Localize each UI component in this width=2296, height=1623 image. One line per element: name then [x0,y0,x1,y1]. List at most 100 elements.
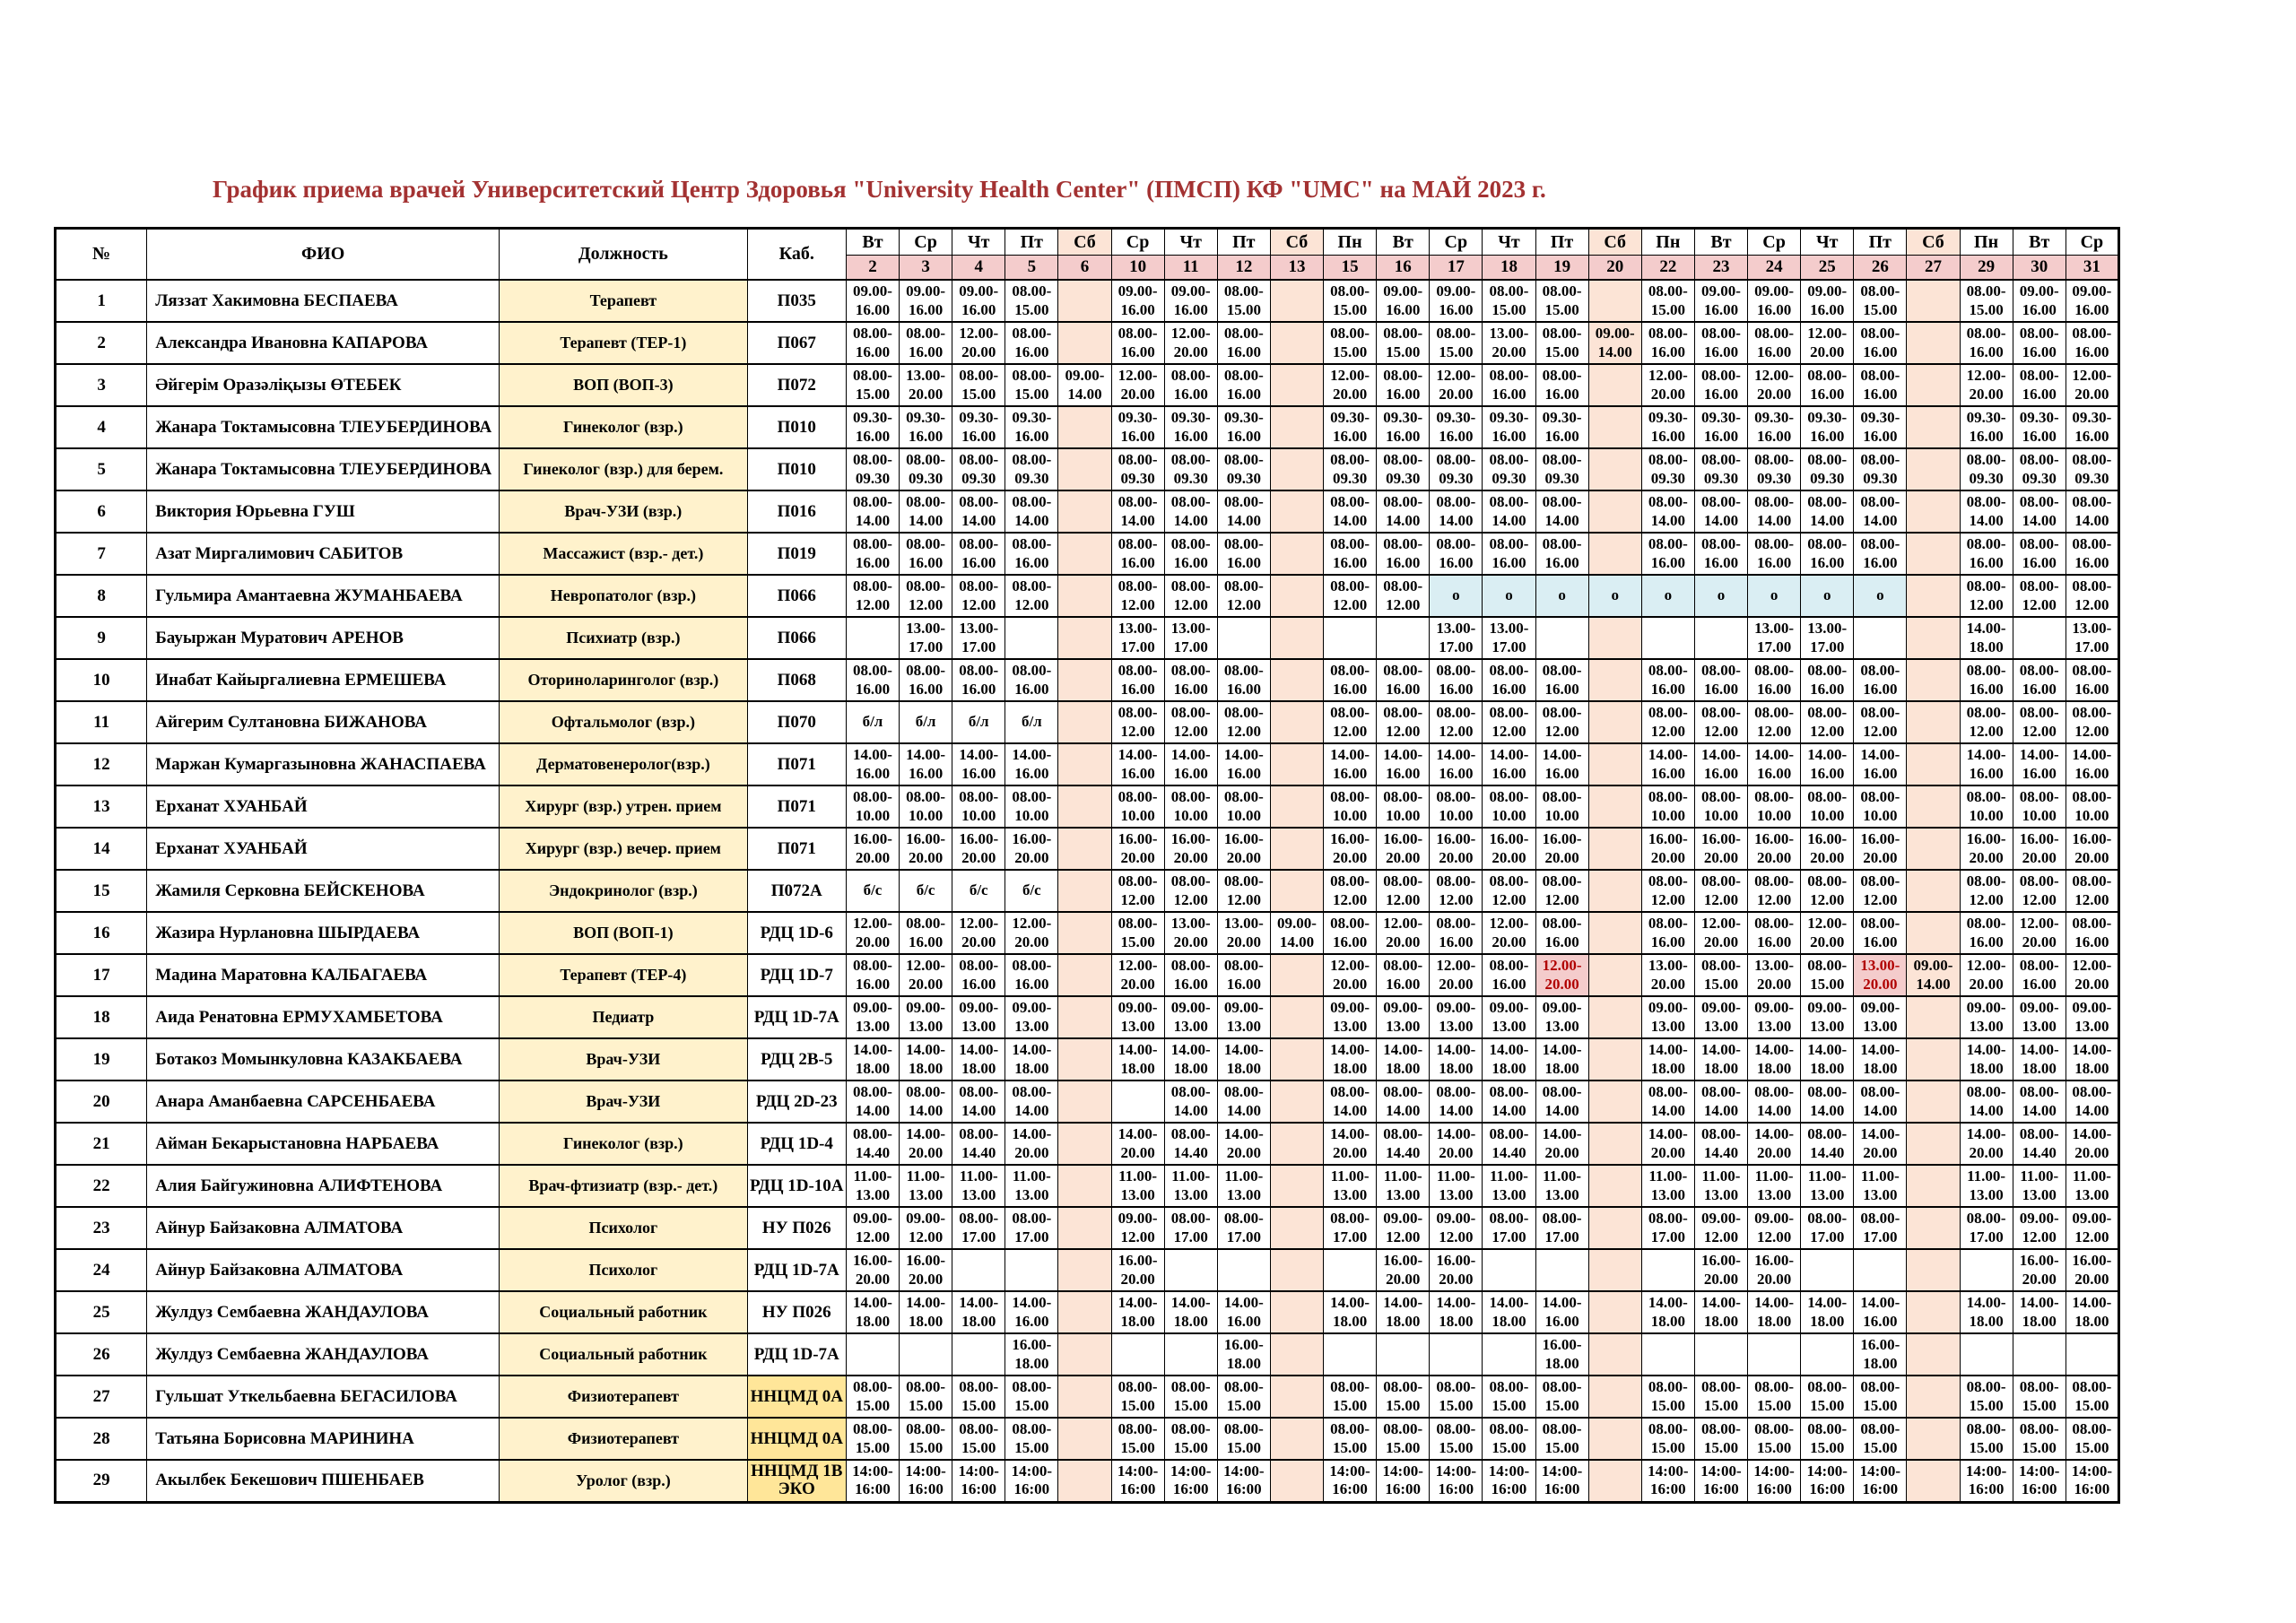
schedule-cell: 08.00- 16.00 [845,658,900,702]
schedule-cell: 08.00- 14.00 [1376,490,1431,534]
schedule-cell: б/с [845,869,900,913]
schedule-cell: 16.00- 20.00 [1376,1248,1431,1292]
schedule-cell [1800,1248,1855,1292]
schedule-cell [1906,1080,1961,1124]
schedule-cell: 12.00- 20.00 [1110,363,1165,407]
schedule-cell [1057,742,1112,786]
col-header-cab: Каб. [746,227,847,281]
schedule-cell [1429,1332,1483,1376]
table-row: 15 Жамиля Серковна БЕЙСКЕНОВА Эндокринолог… [54,869,2120,913]
schedule-cell: 13.00- 17.00 [1110,616,1165,660]
table-row: 2 Александра Ивановна КАПАРОВА Терапевт (Т… [54,321,2120,365]
schedule-cell: 14.00- 18.00 [1693,1037,1749,1081]
schedule-cell [1057,658,1112,702]
row-number: 18 [54,995,148,1039]
row-number: 26 [54,1332,148,1376]
schedule-cell: 08.00- 09.30 [1482,447,1536,491]
day-name-header: Сб [1906,227,1961,256]
schedule-cell: 08.00- 12.00 [1482,700,1536,744]
schedule-cell: 08.00- 15.00 [1163,1375,1218,1419]
schedule-cell: 08.00- 12.00 [1747,869,1802,913]
schedule-cell: 14.00- 16.00 [1323,742,1378,786]
schedule-cell: 14.00- 18.00 [1163,1037,1218,1081]
schedule-cell [1163,1332,1218,1376]
day-name-header: Пт [1853,227,1908,256]
schedule-cell: о [1535,574,1589,618]
schedule-cell: 12.00- 20.00 [1482,911,1536,955]
schedule-cell [1906,616,1961,660]
schedule-cell: 08.00- 15.00 [1429,321,1483,365]
schedule-cell: 08.00- 14.00 [1110,490,1165,534]
schedule-cell: 16.00- 20.00 [1376,827,1431,871]
schedule-cell: 14.00- 18.00 [1323,1037,1378,1081]
schedule-cell [1906,1375,1961,1419]
schedule-cell: 14.00- 16.00 [1376,742,1431,786]
schedule-cell: 08.00- 16.00 [1163,658,1218,702]
schedule-cell: 08.00- 16.00 [1376,658,1431,702]
schedule-cell: 16.00- 18.00 [1853,1332,1908,1376]
schedule-cell: 08.00- 15.00 [1640,1417,1695,1461]
doctor-position: Физиотерапевт [499,1375,748,1419]
doctor-name: Инабат Кайыргалиевна ЕРМЕШЕВА [146,658,500,702]
day-date-header: 27 [1906,255,1961,281]
schedule-cell [1269,953,1325,997]
schedule-cell: 08.00- 12.00 [1959,700,2013,744]
row-number: 27 [54,1375,148,1419]
schedule-cell [1323,1248,1378,1292]
schedule-cell [1587,1248,1642,1292]
schedule-cell: 13.00- 17.00 [1482,616,1536,660]
schedule-cell: 08.00- 15.00 [1959,1417,2013,1461]
schedule-cell: 08.00- 15.00 [1535,1375,1589,1419]
schedule-cell: 08.00- 12.00 [1163,574,1218,618]
schedule-cell: 16.00- 20.00 [2012,1248,2066,1292]
schedule-cell [1587,363,1642,407]
schedule-cell: 12.00- 20.00 [899,953,953,997]
schedule-cell: 08.00- 10.00 [2065,785,2120,829]
row-number: 17 [54,953,148,997]
day-name-header: Ср [1429,227,1483,256]
schedule-cell: 14:00- 16:00 [1640,1459,1695,1503]
schedule-cell: 16.00- 20.00 [1959,827,2013,871]
doctor-name: Айман Бекарыстановна НАРБАЕВА [146,1122,500,1166]
doctor-position: Офтальмолог (взр.) [499,700,748,744]
schedule-cell [1959,1332,2013,1376]
schedule-cell [1269,279,1325,323]
schedule-cell: 08.00- 16.00 [1535,658,1589,702]
schedule-cell: 08.00- 12.00 [1693,869,1749,913]
schedule-cell [1057,911,1112,955]
schedule-cell: 08.00- 16.00 [952,658,1006,702]
day-date-header: 19 [1535,255,1589,281]
schedule-cell [1269,1248,1325,1292]
schedule-cell: 08.00- 16.00 [1482,363,1536,407]
schedule-cell: 12.00- 20.00 [1747,363,1802,407]
table-row: 7 Азат Миргалимович САБИТОВ Массажист (взр… [54,532,2120,576]
schedule-cell: 08.00- 16.00 [1216,532,1271,576]
doctor-position: Терапевт [499,279,748,323]
schedule-cell [1693,1332,1749,1376]
schedule-cell: 08.00- 12.00 [1004,574,1059,618]
doctor-name: Айгерим Султановна БИЖАНОВА [146,700,500,744]
schedule-cell: 08.00- 09.30 [1535,447,1589,491]
schedule-cell [1057,1080,1112,1124]
day-name-header: Сб [1269,227,1325,256]
schedule-cell [1587,447,1642,491]
schedule-cell: 13.00- 20.00 [1216,911,1271,955]
schedule-cell: 14.00- 18.00 [952,1290,1006,1334]
cabinet: П066 [746,574,847,618]
schedule-cell: 08.00- 14.00 [845,1080,900,1124]
day-name-header: Ср [1110,227,1165,256]
schedule-cell [1057,827,1112,871]
doctor-position: Хирург (взр.) вечер. прием [499,827,748,871]
schedule-cell [1269,827,1325,871]
day-date-header: 24 [1747,255,1802,281]
schedule-cell: 08.00- 15.00 [1004,279,1059,323]
schedule-cell: 16.00- 20.00 [1163,827,1218,871]
day-date-header: 31 [2065,255,2120,281]
schedule-cell: о [1747,574,1802,618]
schedule-cell: 08.00- 10.00 [1800,785,1855,829]
schedule-cell: о [1429,574,1483,618]
schedule-cell: 14:00- 16:00 [1004,1459,1059,1503]
schedule-cell: 08.00- 12.00 [1110,574,1165,618]
table-row: 16 Жазира Нурлановна ШЫРДАЕВА ВОП (ВОП-1) Р… [54,911,2120,955]
schedule-cell: 08.00- 09.30 [2012,447,2066,491]
